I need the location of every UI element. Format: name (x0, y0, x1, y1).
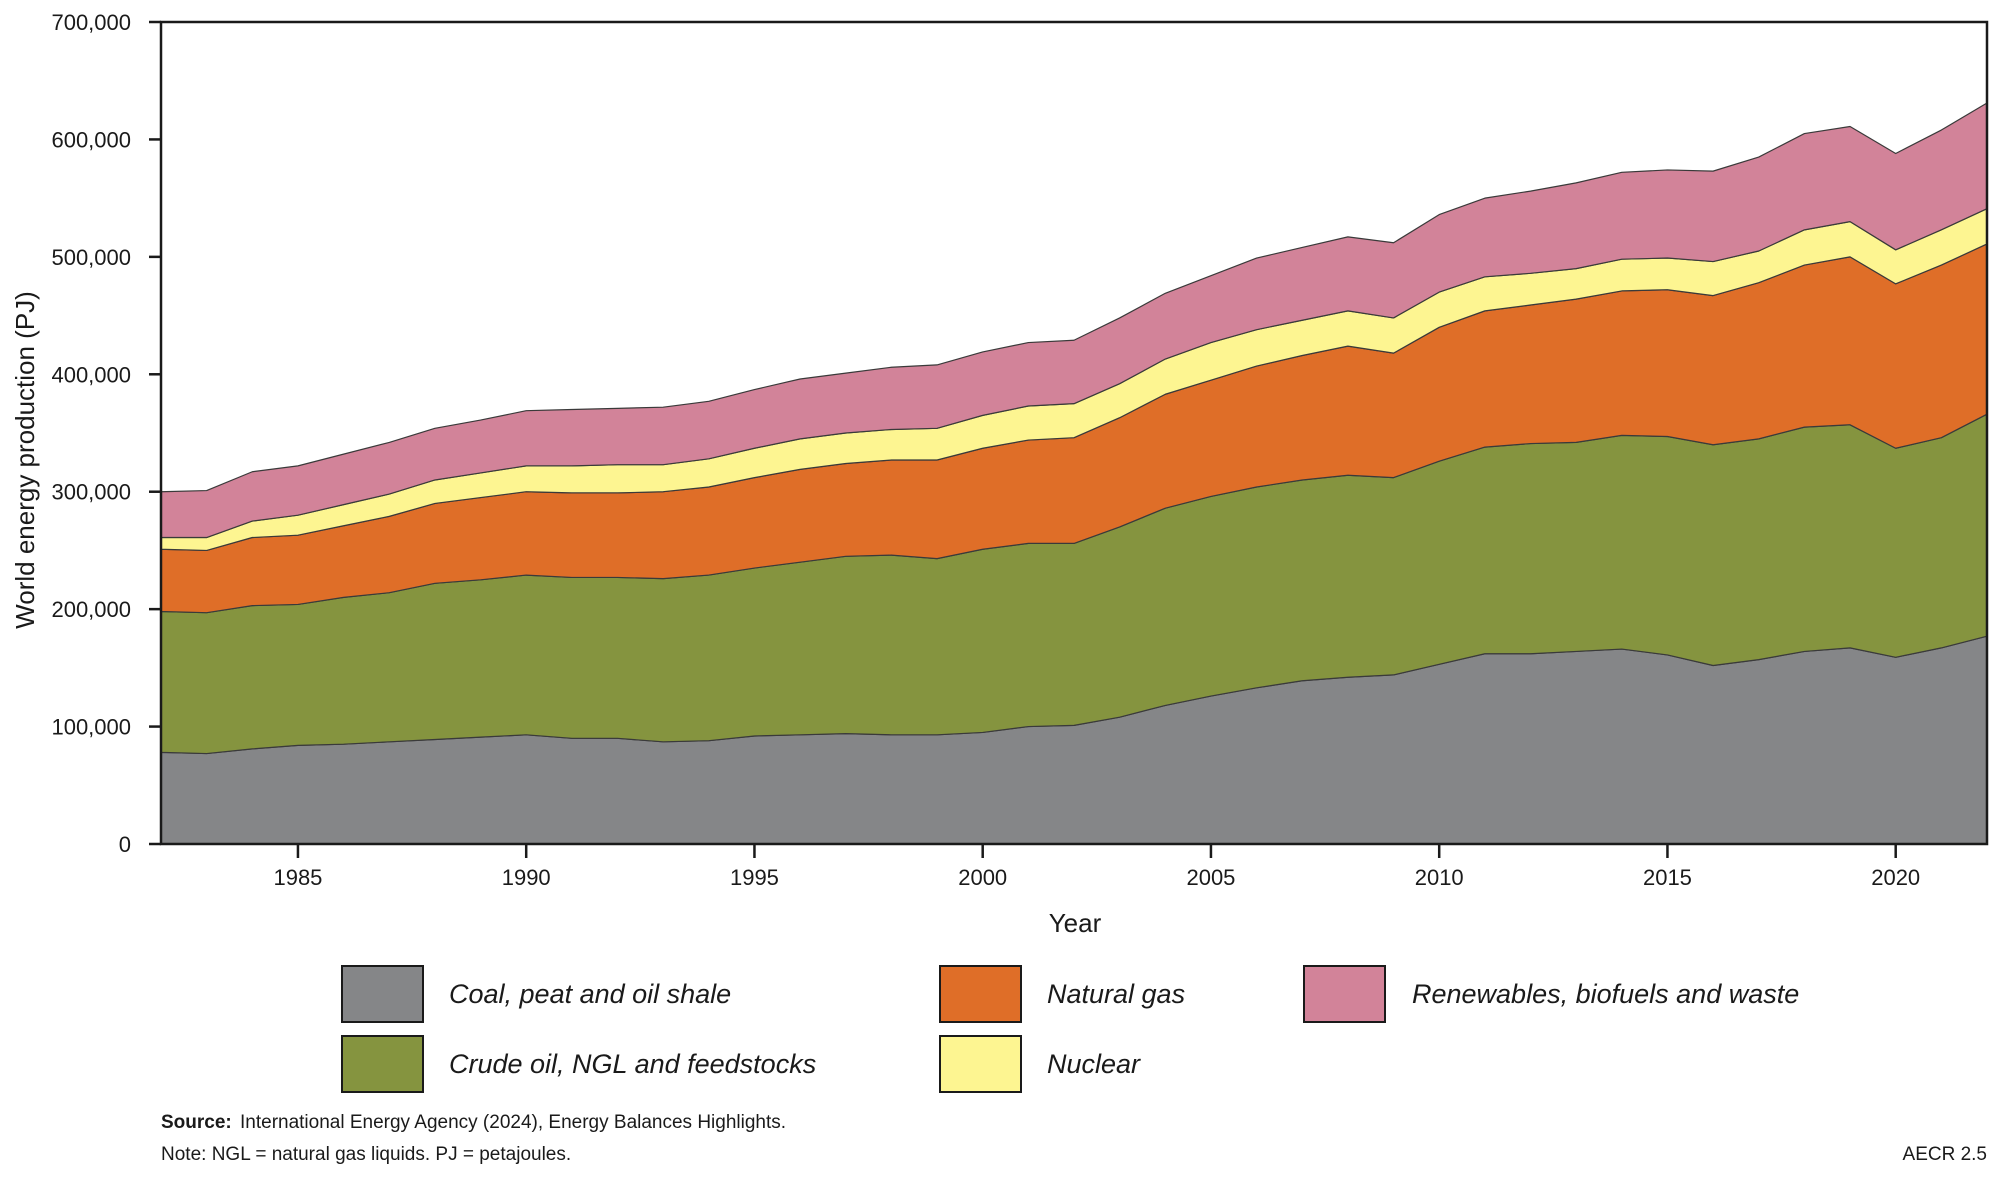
legend-label-coal: Coal, peat and oil shale (449, 979, 731, 1009)
legend-label-renewables: Renewables, biofuels and waste (1412, 979, 1799, 1009)
x-tick-label: 2015 (1643, 865, 1692, 890)
legend-swatch-nuclear (939, 1035, 1022, 1093)
figure-id: AECR 2.5 (1903, 1144, 1987, 1165)
x-tick-label: 2020 (1871, 865, 1920, 890)
x-tick-label: 1990 (502, 865, 551, 890)
x-tick-label: 2005 (1186, 865, 1235, 890)
plot-frame (159, 20, 1989, 846)
y-tick-label: 0 (119, 832, 131, 857)
legend-item-natural-gas: Natural gas (939, 965, 1185, 1023)
source-text: International Energy Agency (2024), Ener… (240, 1112, 786, 1133)
legend-swatch-coal (341, 965, 424, 1023)
y-tick-label: 200,000 (51, 597, 131, 622)
legend-swatch-natural-gas (939, 965, 1022, 1023)
x-axis: 1985 1990 1995 2000 2005 2010 2015 2020 (273, 844, 1920, 890)
legend-swatch-crude-oil (341, 1035, 424, 1093)
legend-swatch-renewables (1303, 965, 1386, 1023)
y-axis-title: World energy production (PJ) (10, 291, 40, 629)
legend-label-crude-oil: Crude oil, NGL and feedstocks (449, 1049, 816, 1079)
y-tick-label: 700,000 (51, 10, 131, 35)
y-tick-label: 600,000 (51, 127, 131, 152)
legend: Coal, peat and oil shale Crude oil, NGL … (341, 965, 1799, 1093)
x-tick-label: 1995 (730, 865, 779, 890)
y-tick-label: 500,000 (51, 245, 131, 270)
legend-item-renewables: Renewables, biofuels and waste (1303, 965, 1799, 1023)
y-axis: 0 100,000 200,000 300,000 400,000 500,000 600,… (51, 10, 161, 857)
x-tick-label: 2010 (1415, 865, 1464, 890)
x-tick-label: 2000 (958, 865, 1007, 890)
footnote: Note: NGL = natural gas liquids. PJ = pe… (161, 1144, 571, 1165)
y-tick-label: 100,000 (51, 715, 131, 740)
source-label: Source: (161, 1112, 232, 1133)
legend-label-natural-gas: Natural gas (1047, 979, 1185, 1009)
y-tick-label: 300,000 (51, 480, 131, 505)
x-tick-label: 1985 (273, 865, 322, 890)
legend-item-nuclear: Nuclear (939, 1035, 1141, 1093)
y-tick-label: 400,000 (51, 362, 131, 387)
legend-item-coal: Coal, peat and oil shale (341, 965, 731, 1023)
x-axis-title: Year (1049, 908, 1102, 938)
legend-item-crude-oil: Crude oil, NGL and feedstocks (341, 1035, 816, 1093)
area-layers (160, 102, 1988, 845)
legend-label-nuclear: Nuclear (1047, 1049, 1141, 1079)
